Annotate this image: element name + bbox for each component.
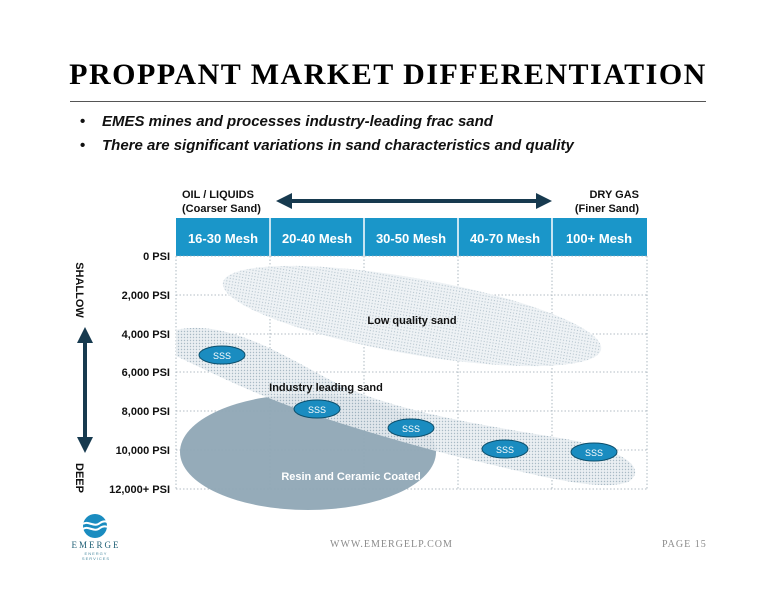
low-quality-region: [222, 265, 602, 367]
sss-label: SSS: [585, 448, 603, 458]
mesh-col-16-30: 16-30 Mesh: [188, 231, 258, 246]
sss-marker: SSS: [387, 418, 435, 438]
sss-label: SSS: [213, 351, 231, 361]
bullet-list: EMES mines and processes industry-leadin…: [80, 110, 574, 158]
low-quality-label: Low quality sand: [367, 315, 456, 327]
mesh-col-100-plus: 100+ Mesh: [566, 231, 632, 246]
deep-label: DEEP: [73, 463, 85, 493]
footer-url: WWW.EMERGELP.COM: [330, 539, 453, 550]
bullet-item: EMES mines and processes industry-leadin…: [80, 110, 574, 134]
vertical-double-arrow: [77, 327, 93, 453]
title-divider: [70, 101, 706, 102]
psi-label-6000: 6,000 PSI: [122, 367, 170, 379]
shallow-label: SHALLOW: [73, 262, 85, 318]
dry-gas-label: DRY GAS: [589, 189, 639, 201]
industry-leading-label: Industry leading sand: [269, 382, 383, 394]
coarser-sand-label: (Coarser Sand): [182, 203, 261, 215]
oil-liquids-label: OIL / LIQUIDS: [182, 189, 254, 201]
mesh-col-20-40: 20-40 Mesh: [282, 231, 352, 246]
mesh-col-30-50: 30-50 Mesh: [376, 231, 446, 246]
psi-label-0: 0 PSI: [143, 251, 170, 263]
sss-label: SSS: [308, 405, 326, 415]
sss-label: SSS: [402, 424, 420, 434]
bullet-item: There are significant variations in sand…: [80, 134, 574, 158]
resin-ceramic-label: Resin and Ceramic Coated: [281, 471, 420, 483]
mesh-header-band: [176, 218, 647, 256]
sss-marker: SSS: [570, 442, 618, 462]
sss-marker: SSS: [481, 439, 529, 459]
sss-marker: SSS: [198, 345, 246, 365]
page-title: PROPPANT MARKET DIFFERENTIATION: [69, 58, 707, 91]
mesh-col-40-70: 40-70 Mesh: [470, 231, 540, 246]
psi-label-12000-plus: 12,000+ PSI: [109, 484, 170, 496]
finer-sand-label: (Finer Sand): [575, 203, 640, 215]
logo-text: EMERGE: [71, 540, 121, 550]
psi-label-2000: 2,000 PSI: [122, 290, 170, 302]
sss-marker: SSS: [293, 399, 341, 419]
emerge-logo-icon: [82, 514, 108, 538]
horizontal-double-arrow: [276, 193, 552, 209]
psi-label-4000: 4,000 PSI: [122, 329, 170, 341]
logo-subtext: ENERGY SERVICES: [81, 551, 111, 561]
header-dividers: [269, 218, 553, 256]
psi-label-10000: 10,000 PSI: [116, 445, 170, 457]
psi-label-8000: 8,000 PSI: [122, 406, 170, 418]
page-number: PAGE 15: [662, 539, 707, 550]
sss-label: SSS: [496, 445, 514, 455]
